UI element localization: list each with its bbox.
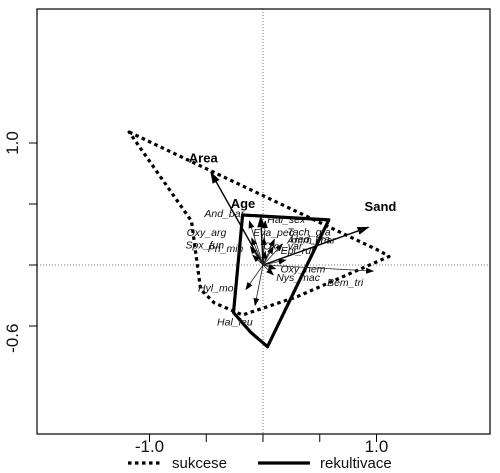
species-label-pri_min: Pri_min — [208, 243, 244, 255]
vector-label-age: Age — [231, 196, 256, 211]
species-label-tach_gra: Tach_gra — [287, 226, 331, 238]
species-label-nys_mac: Nys_mac — [276, 272, 321, 284]
species-label-epi_ruf: Epi_ruf — [281, 245, 315, 257]
species-arrow-amm_mar — [262, 245, 274, 266]
hull-sukcese — [127, 130, 391, 317]
species-label-spx_fun: Spx_fun — [186, 240, 225, 252]
hull-rekultivace — [231, 213, 331, 349]
legend-label-sukcese: sukcese — [172, 455, 227, 472]
species-arrow-oxy_arg — [251, 237, 264, 266]
species-label-oxy_var: Oxy_var — [263, 241, 303, 253]
y-tick-label-max: 1.0 — [3, 131, 22, 155]
species-arrow-bem_tri — [262, 264, 375, 274]
species-label-and_bar: And_bar — [203, 208, 244, 220]
species-arrow-nys_mac — [262, 264, 274, 276]
species-arrow-hed_kra — [262, 243, 283, 266]
species-label-oxy_arg: Oxy_arg — [187, 227, 227, 239]
x-tick-label-min: -1.0 — [135, 437, 164, 456]
species-label-hed_kra: Hed_kra — [290, 233, 330, 245]
species-label-hal_sex: Hal_sex — [267, 214, 306, 226]
species-label-bem_tri: Bem_tri — [327, 277, 364, 289]
species-arrow-hyl_mor — [245, 264, 264, 291]
species-label-amm_mar: Amm_mar — [286, 235, 336, 247]
x-tick-label-max: 1.0 — [365, 437, 389, 456]
y-tick-label-min: -0.6 — [3, 324, 22, 353]
species-arrow-oxy_var — [261, 250, 268, 266]
species-arrow-epi_ruf — [262, 258, 287, 266]
species-label-eva_pec: Eva_pec — [253, 227, 295, 239]
species-label-hyl_mor: Hyl_mor — [198, 282, 238, 294]
species-label-hal_leu: Hal_leu — [217, 316, 253, 328]
legend-label-rekultivace: rekultivace — [320, 455, 392, 472]
vector-label-area: Area — [189, 150, 219, 165]
vector-label-sand: Sand — [365, 199, 397, 214]
species-arrow-pri_min — [252, 254, 264, 266]
species-arrow-hal_leu — [253, 264, 264, 307]
